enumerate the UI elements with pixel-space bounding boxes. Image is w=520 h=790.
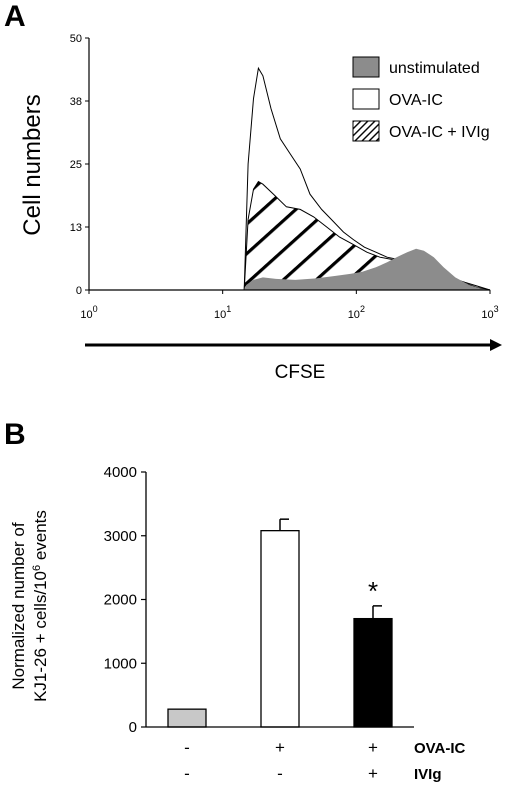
- legend-swatch: [352, 88, 380, 110]
- condition-mark: +: [275, 738, 285, 757]
- histogram-y-tick-label: 25: [70, 159, 82, 171]
- bar-y-tick-label: 4000: [104, 464, 137, 481]
- bar: [167, 708, 207, 728]
- histogram-y-ticks: 0 13 25 38 50: [70, 33, 89, 297]
- bar-y-tick-label: 2000: [104, 592, 137, 609]
- condition-label: OVA-IC: [414, 740, 466, 757]
- condition-mark: +: [368, 764, 378, 783]
- bar-y-tick-label: 3000: [104, 528, 137, 545]
- legend-swatch: [352, 120, 380, 142]
- bar: [353, 617, 393, 728]
- histogram-x-ticks: 100 101 102 103: [80, 290, 499, 321]
- histogram-series-0: [244, 248, 490, 290]
- legend-swatch: [352, 56, 380, 78]
- histogram-y-tick-label: 50: [70, 33, 82, 45]
- bar-y-axis-title-line1: Normalized number of: [9, 522, 28, 690]
- histogram-y-tick-label: 13: [70, 222, 82, 234]
- condition-label: IVIg: [414, 766, 442, 783]
- histogram-legend: unstimulated OVA-IC OVA-IC + IVIg: [352, 56, 490, 142]
- condition-table: - + + OVA-IC - - + IVIg: [184, 738, 465, 783]
- histogram-panel: 0 13 25 38 50 100 101 102 103 Cell numbers CFSE…: [19, 33, 502, 383]
- bar-y-axis-title-line2: KJ1-26 + cells/106 events: [31, 510, 50, 702]
- condition-mark: -: [184, 738, 190, 757]
- significance-star: *: [368, 576, 378, 606]
- condition-mark: -: [277, 764, 283, 783]
- legend-label: OVA-IC: [389, 92, 443, 109]
- panel-b-letter: B: [4, 418, 26, 451]
- bar: [260, 530, 300, 728]
- histogram-x-tick-label: 102: [348, 304, 365, 321]
- histogram-x-tick-label: 103: [481, 304, 498, 321]
- condition-mark: +: [368, 738, 378, 757]
- condition-mark: -: [184, 764, 190, 783]
- legend-label: OVA-IC + IVIg: [389, 124, 490, 141]
- bar-y-ticks: 0 1000 2000 3000 4000: [104, 464, 146, 736]
- histogram-areas: [243, 66, 491, 291]
- histogram-y-tick-label: 38: [70, 96, 82, 108]
- histogram-x-tick-label: 101: [214, 304, 231, 321]
- panel-a-letter: A: [4, 0, 26, 33]
- histogram-y-tick-label: 0: [76, 285, 82, 297]
- bars: *: [167, 518, 393, 728]
- histogram-x-axis-title: CFSE: [275, 362, 326, 383]
- histogram-y-axis-title: Cell numbers: [19, 94, 46, 235]
- histogram-x-tick-label: 100: [80, 304, 97, 321]
- legend-label: unstimulated: [389, 60, 480, 77]
- bar-y-tick-label: 1000: [104, 655, 137, 672]
- bar-panel: Normalized number of KJ1-26 + cells/106 …: [9, 464, 466, 783]
- bar-y-tick-label: 0: [129, 719, 137, 736]
